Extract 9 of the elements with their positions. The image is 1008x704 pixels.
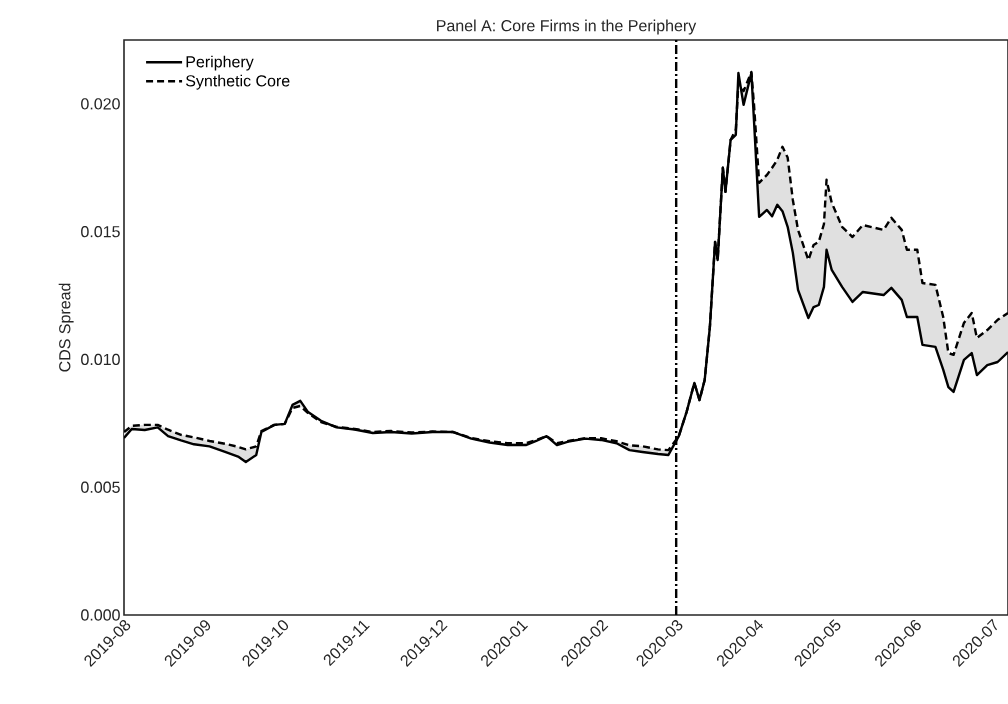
y-tick-label: 0.010 bbox=[81, 353, 120, 366]
legend-label: Synthetic Core bbox=[186, 74, 290, 90]
y-axis-title: CDS Spread bbox=[58, 283, 74, 372]
y-tick-label: 0.000 bbox=[81, 609, 120, 621]
legend-label: Periphery bbox=[186, 55, 254, 71]
y-tick-label: 0.015 bbox=[81, 226, 120, 238]
y-tick-label: 0.005 bbox=[81, 481, 120, 493]
chart-title: Panel A: Core Firms in the Periphery bbox=[437, 19, 697, 35]
y-tick-label: 0.020 bbox=[81, 98, 120, 110]
